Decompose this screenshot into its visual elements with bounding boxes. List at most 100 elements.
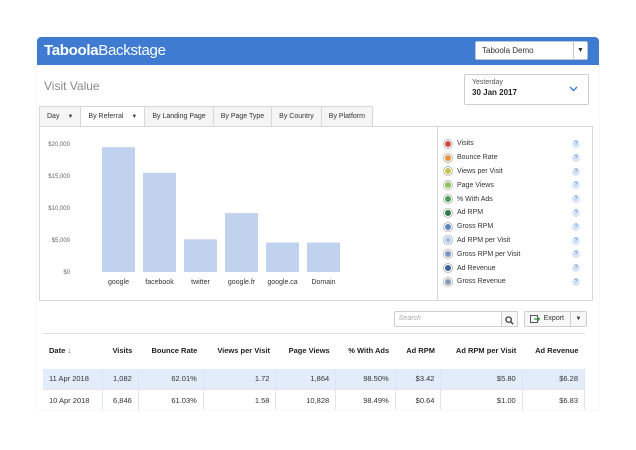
date-range-picker[interactable]: Yesterday 30 Jan 2017	[464, 74, 589, 105]
x-tick-label: google	[108, 279, 129, 286]
legend-item-gross-rpm[interactable]: Gross RPM?	[438, 220, 592, 234]
legend-item-gross-rpm-per-visit[interactable]: Gross RPM per Visit?	[438, 247, 592, 261]
tab-by-landing-page[interactable]: By Landing Page	[144, 106, 214, 127]
legend-label: Gross Revenue	[457, 278, 506, 286]
metric-radio-icon[interactable]	[444, 250, 452, 259]
help-icon[interactable]: ?	[572, 195, 580, 204]
bar-facebook[interactable]	[143, 172, 176, 272]
metric-radio-icon[interactable]	[444, 195, 452, 204]
table-header-row: Date ↓ Visits Bounce Rate Views per Visit Pa…	[43, 333, 585, 369]
bar-chart: $0 $5,000 $10,000 $15,000 $20,000 google faceb…	[40, 127, 437, 300]
caret-down-icon[interactable]: ▼	[67, 114, 74, 120]
column-header-date[interactable]: Date ↓	[43, 333, 103, 369]
chart-panel: $0 $5,000 $10,000 $15,000 $20,000 google faceb…	[39, 126, 593, 301]
x-tick-label: facebook	[145, 279, 174, 286]
caret-down-icon[interactable]: ▼	[131, 114, 138, 120]
chevron-down-icon[interactable]: ▼	[570, 312, 586, 326]
column-header-pct-with-ads[interactable]: % With Ads	[335, 333, 396, 369]
metric-radio-icon[interactable]	[444, 277, 452, 286]
y-tick-label: $5,000	[52, 238, 71, 244]
y-tick-label: $20,000	[48, 142, 70, 148]
column-header-ad-revenue[interactable]: Ad Revenue	[522, 333, 585, 369]
table-row[interactable]: 10 Apr 2018 6,846 61.03% 1.58 10,828 98.49% $0…	[43, 389, 586, 410]
metric-radio-icon[interactable]	[444, 264, 452, 273]
tab-day[interactable]: Day ▼	[39, 106, 82, 127]
bar-twitter[interactable]	[184, 239, 217, 272]
legend-item-bounce-rate[interactable]: Bounce Rate?	[438, 151, 592, 165]
taboola-backstage-logo[interactable]: TaboolaBackstage	[44, 42, 166, 60]
account-label: Taboola Demo	[482, 46, 534, 55]
column-header-bounce-rate[interactable]: Bounce Rate	[138, 333, 204, 369]
tab-by-country[interactable]: By Country	[271, 106, 322, 127]
y-tick-label: $10,000	[48, 206, 70, 212]
metric-radio-icon[interactable]	[444, 236, 452, 245]
legend-item-gross-revenue[interactable]: Gross Revenue?	[438, 275, 592, 289]
tab-by-platform[interactable]: By Platform	[320, 106, 373, 127]
help-icon[interactable]: ?	[572, 167, 580, 176]
legend-label: Ad RPM per Visit	[457, 236, 511, 244]
help-icon[interactable]: ?	[572, 277, 580, 286]
table-cell-visits: 6,846	[102, 389, 139, 410]
column-header-ad-rpm[interactable]: Ad RPM	[395, 333, 441, 369]
help-icon[interactable]: ?	[572, 250, 580, 259]
metric-radio-icon[interactable]	[444, 153, 452, 162]
tab-by-referral[interactable]: By Referral ▼	[80, 106, 146, 127]
legend-item-ad-rpm-per-visit[interactable]: Ad RPM per Visit?	[438, 234, 592, 248]
search-input[interactable]: Search	[393, 311, 502, 327]
bar-google-ca[interactable]	[266, 242, 299, 272]
logo-bold-text: Taboola	[44, 42, 99, 59]
table-cell-pct-with-ads: 98.49%	[335, 389, 396, 410]
column-header-label: Visits	[112, 346, 133, 356]
search-button[interactable]	[501, 311, 518, 327]
column-header-visits[interactable]: Visits	[102, 333, 139, 369]
legend-item-ad-revenue[interactable]: Ad Revenue?	[438, 261, 592, 275]
bar-google[interactable]	[102, 147, 135, 272]
table-cell-ad-rpm-per-visit: $5.80	[440, 368, 523, 390]
tab-by-page-type[interactable]: By Page Type	[212, 106, 273, 127]
export-button[interactable]: Export	[525, 312, 570, 326]
table-cell-views-per-visit: 1.72	[203, 368, 277, 390]
chevron-down-icon[interactable]: ▼	[573, 42, 587, 59]
help-icon[interactable]: ?	[572, 153, 580, 162]
help-icon[interactable]: ?	[572, 236, 580, 245]
legend-item-ad-rpm[interactable]: Ad RPM?	[438, 206, 592, 220]
table-cell-bounce-rate: 61.03%	[138, 389, 204, 410]
legend-label: Visits	[457, 140, 474, 148]
help-icon[interactable]: ?	[572, 222, 580, 231]
metric-radio-icon[interactable]	[444, 181, 452, 190]
chevron-down-icon[interactable]	[569, 85, 578, 94]
metric-radio-icon[interactable]	[444, 139, 452, 148]
metric-radio-icon[interactable]	[444, 167, 452, 176]
help-icon[interactable]: ?	[572, 140, 580, 148]
table-cell-ad-revenue: $6.28	[522, 368, 586, 390]
date-range-label: Yesterday	[472, 79, 503, 86]
bar-google-fr[interactable]	[225, 213, 258, 272]
legend-item-pct-with-ads[interactable]: % With Ads?	[438, 192, 592, 206]
legend-item-views-per-visit[interactable]: Views per Visit?	[438, 165, 592, 179]
help-icon[interactable]: ?	[572, 181, 580, 190]
legend-label: Gross RPM	[457, 223, 494, 231]
column-header-ad-rpm-per-visit[interactable]: Ad RPM per Visit	[440, 333, 523, 369]
y-tick-label: $15,000	[48, 174, 70, 180]
legend-item-page-views[interactable]: Page Views?	[438, 178, 592, 192]
bar-domain[interactable]	[307, 242, 340, 272]
metric-legend: Visits? Bounce Rate? Views per Visit? Page …	[437, 127, 592, 300]
metric-radio-icon[interactable]	[444, 222, 452, 231]
column-header-label: Views per Visit	[217, 346, 270, 356]
help-icon[interactable]: ?	[572, 208, 580, 217]
column-header-label: Date	[49, 346, 66, 356]
help-icon[interactable]: ?	[572, 264, 580, 273]
metric-radio-icon[interactable]	[444, 208, 452, 217]
table-cell-ad-rpm: $3.42	[395, 368, 442, 390]
column-header-views-per-visit[interactable]: Views per Visit	[203, 333, 276, 369]
column-header-label: Ad Revenue	[535, 346, 579, 356]
table-cell-page-views: 1,864	[275, 368, 337, 390]
search-icon	[505, 316, 514, 325]
sort-descending-icon[interactable]: ↓	[65, 346, 72, 356]
column-header-page-views[interactable]: Page Views	[275, 333, 336, 369]
account-select[interactable]: Taboola Demo ▼	[475, 41, 588, 60]
tab-label: By Country	[279, 113, 314, 120]
table-row[interactable]: 11 Apr 2018 1,082 62.01% 1.72 1,864 98.50% $3.…	[43, 368, 586, 390]
legend-item-visits[interactable]: Visits?	[438, 137, 592, 151]
export-button-group: Export ▼	[523, 311, 587, 327]
